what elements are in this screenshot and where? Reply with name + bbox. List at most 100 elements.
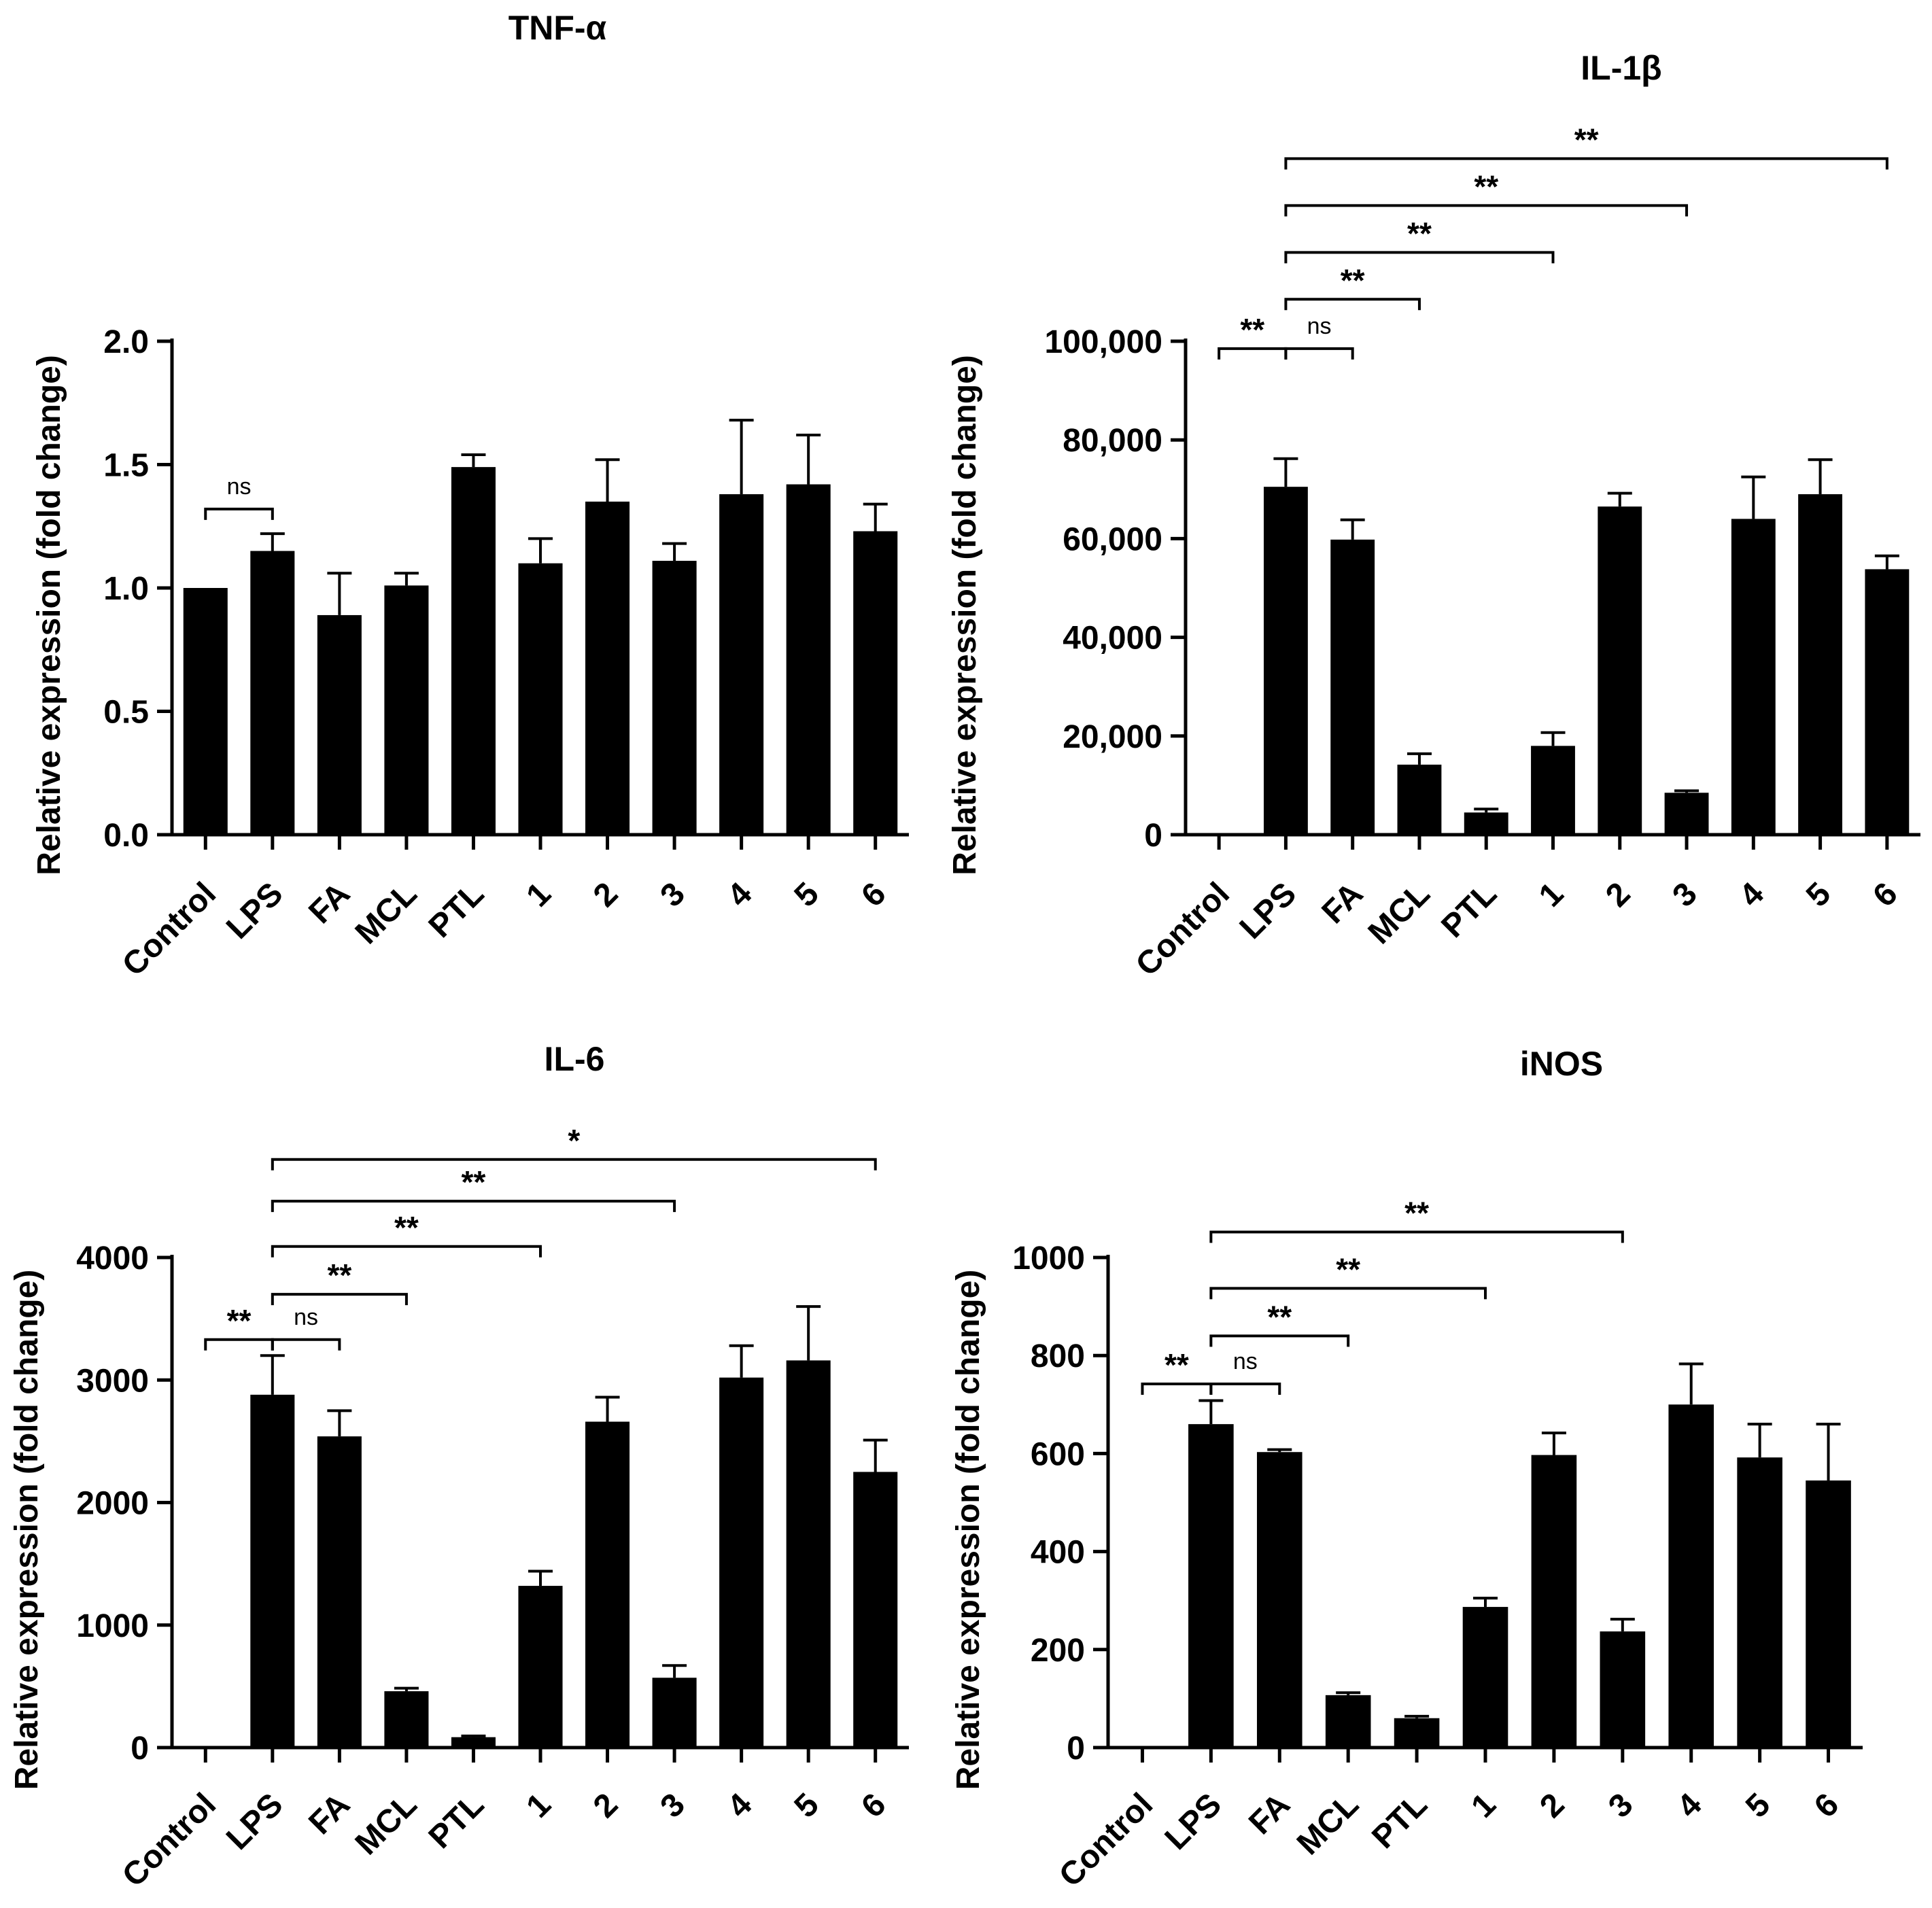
category-label: 3 (654, 1786, 692, 1824)
bar-2 (585, 501, 630, 835)
category-label: FA (302, 875, 357, 931)
category-label: 4 (1670, 1786, 1709, 1825)
bar-1 (1462, 1607, 1508, 1748)
significance-label: ** (1336, 1251, 1360, 1287)
category-label: Control (116, 1786, 223, 1894)
bar-lps (250, 551, 295, 835)
significance-label: ** (1574, 122, 1599, 157)
category-label: LPS (1233, 875, 1303, 946)
category-label: 1 (519, 1786, 557, 1824)
y-axis-label: Relative expression (fold change) (947, 355, 983, 875)
category-label: FA (302, 1786, 357, 1841)
bar-ptl (451, 1737, 496, 1748)
bar-4 (719, 494, 764, 835)
significance-bracket (271, 1245, 542, 1257)
y-tick-label: 0 (1067, 1731, 1085, 1767)
category-label: FA (1315, 875, 1370, 931)
bar-ptl (1394, 1718, 1440, 1748)
y-tick-label: 2.0 (103, 324, 149, 360)
bar-5 (786, 484, 831, 835)
bar-lps (250, 1394, 295, 1748)
significance-bracket (271, 1338, 341, 1351)
y-tick-label: 1000 (76, 1608, 149, 1644)
category-label: 3 (1666, 875, 1704, 914)
bar-fa (1256, 1452, 1303, 1748)
y-tick-label: 80,000 (1063, 423, 1162, 459)
bar-6 (1806, 1480, 1851, 1748)
significance-bracket (1284, 204, 1689, 217)
bar-fa (317, 1436, 362, 1748)
category-label: MCL (349, 1786, 424, 1862)
y-axis-label: Relative expression (fold change) (9, 1270, 45, 1790)
y-tick-label: 2000 (76, 1486, 149, 1522)
significance-label: ** (1474, 169, 1498, 204)
bar-1 (518, 563, 563, 835)
y-tick-label: 0 (131, 1731, 149, 1767)
significance-bracket (204, 507, 274, 520)
significance-bracket (1209, 1334, 1350, 1347)
significance-bracket (1209, 1383, 1281, 1395)
significance-bracket (1209, 1287, 1487, 1300)
panel-il-6: IL-6 Relative expression (fold change) 0… (9, 1040, 909, 1894)
bar-3 (1664, 793, 1709, 835)
significance-bracket (1284, 347, 1354, 360)
significance-label: * (568, 1123, 580, 1158)
significance-label: ** (1341, 262, 1365, 298)
category-label: LPS (1158, 1786, 1228, 1856)
y-tick-label: 60,000 (1063, 521, 1162, 557)
bar-6 (853, 531, 898, 835)
category-label: Control (116, 875, 223, 983)
bar-2 (1598, 506, 1642, 835)
category-label: 1 (519, 875, 557, 914)
y-tick-label: 0 (1144, 818, 1162, 854)
category-label: PTL (1434, 875, 1504, 945)
bar-5 (1737, 1457, 1782, 1748)
category-label: 1 (1464, 1786, 1502, 1824)
y-tick-label: 20,000 (1063, 719, 1162, 755)
bar-ptl (1464, 812, 1508, 835)
bar-3 (652, 1678, 697, 1748)
bar-1 (1531, 746, 1575, 835)
significance-label: ** (1404, 1196, 1429, 1231)
category-label: 6 (1808, 1786, 1846, 1824)
category-label: 4 (721, 875, 759, 914)
bar-5 (1798, 494, 1843, 835)
y-tick-label: 3000 (76, 1363, 149, 1399)
panel-inos: iNOS Relative expression (fold change) 0… (950, 1045, 1863, 1894)
significance-bracket (1284, 251, 1555, 264)
y-tick-label: 100,000 (1044, 324, 1162, 360)
bar-lps (1188, 1424, 1234, 1748)
category-label: Control (1129, 875, 1237, 983)
y-tick-label: 600 (1031, 1436, 1085, 1472)
category-label: MCL (1362, 875, 1437, 951)
category-label: MCL (349, 875, 424, 951)
y-tick-label: 1000 (1012, 1241, 1085, 1277)
bar-lps (1263, 487, 1308, 835)
category-label: 6 (855, 1786, 893, 1824)
category-label: 3 (1602, 1786, 1640, 1824)
significance-label: ** (1240, 312, 1264, 347)
category-label: 1 (1532, 875, 1570, 914)
category-label: 5 (788, 875, 826, 914)
category-label: 4 (1733, 875, 1772, 914)
category-label: LPS (220, 875, 290, 946)
significance-bracket (1284, 298, 1421, 311)
y-tick-label: 4000 (76, 1241, 149, 1277)
category-label: 5 (1799, 875, 1838, 914)
category-label: PTL (422, 875, 491, 945)
bar-6 (1865, 569, 1910, 835)
bar-4 (1668, 1404, 1714, 1748)
y-tick-label: 1.5 (103, 448, 149, 484)
bar-fa (317, 614, 362, 835)
category-label: Control (1052, 1786, 1160, 1894)
significance-label: ** (394, 1210, 419, 1245)
category-label: 6 (855, 875, 893, 914)
category-label: 6 (1866, 875, 1904, 914)
significance-label: ** (227, 1303, 252, 1338)
bar-mcl (384, 585, 429, 835)
significance-bracket (271, 1158, 877, 1170)
bar-3 (1600, 1631, 1646, 1748)
significance-label: ns (1307, 313, 1332, 339)
y-tick-label: 800 (1031, 1338, 1085, 1374)
category-label: 2 (587, 1786, 625, 1824)
